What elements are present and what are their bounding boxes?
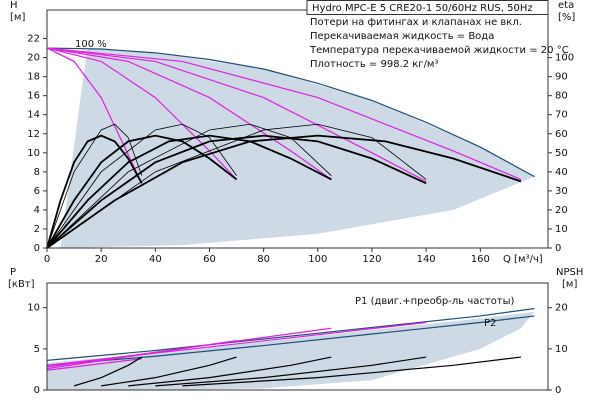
y-tick-label: 8 [34,167,40,178]
curve [46,123,143,249]
note: Температура перекачиваемой жидкости = 20… [309,45,569,56]
curve [46,307,535,361]
y-tick-label: 14 [27,110,40,121]
curve [46,123,237,249]
y-tick-label: 22 [27,34,40,45]
curve [46,134,427,249]
x-tick-label: 100 [308,254,327,265]
y-tick-label: 16 [27,91,40,102]
x-tick-label: 80 [257,254,270,265]
x-tick-label: 20 [95,254,108,265]
annotation: P2 [484,318,496,329]
curve [155,356,427,387]
y-tick-label: 10 [27,148,40,159]
y2-tick-label: 100 [555,53,574,64]
note: Перекачиваемая жидкость = Вода [310,31,494,42]
curve [128,356,332,387]
y2-axis-label: eta [558,0,574,11]
curve [46,47,143,184]
y-tick-label: 10 [27,303,40,314]
curve [46,47,535,178]
y-axis-label: [м] [10,12,25,23]
note: Потери на фитингах и клапанах не вкл. [310,17,522,28]
plot-frame [46,282,549,391]
y2-tick-label: 0 [555,243,561,254]
y2-tick-label: 90 [555,72,568,83]
note: Плотность = 998.2 кг/м³ [310,59,439,70]
annotation: 100 % [75,39,107,50]
curve [101,356,237,387]
y2-tick-label: 20 [555,205,568,216]
y2-tick-label: 60 [555,129,568,140]
curve [46,134,332,249]
y-axis-label: P [10,267,16,278]
title-box [306,0,549,15]
y2-axis-label: [%] [558,12,575,23]
y2-tick-label: 30 [555,186,568,197]
y2-tick-label: 10 [555,224,568,235]
y-tick-label: 0 [34,385,40,396]
y-tick-label: 20 [27,53,40,64]
operating-area [47,311,535,390]
y-tick-label: 2 [34,224,40,235]
curve [46,123,332,249]
y2-tick-label: 0 [555,385,561,396]
x-tick-label: 140 [417,254,436,265]
annotation: P1 (двиг.+преобр-ль частоты) [355,296,515,307]
curve [46,47,332,180]
curve [182,356,521,387]
y-axis-label: H [10,0,18,11]
x-tick-label: 40 [149,254,162,265]
y2-tick-label: 50 [555,148,568,159]
x-axis-label: Q [м³/ч] [503,254,543,265]
y2-tick-label: 40 [555,167,568,178]
y-tick-label: 18 [27,72,40,83]
y-tick-label: 5 [34,344,40,355]
y2-tick-label: 20 [555,303,568,314]
curve [46,47,238,180]
y-axis-label: [кВт] [8,279,35,290]
curve [46,134,143,249]
y2-tick-label: 70 [555,110,568,121]
curve [46,358,142,371]
x-tick-label: 60 [203,254,216,265]
curve [46,134,522,249]
plot-frame [46,9,549,249]
chart-title: Hydro MPC-E 5 CRE20-1 50/60Hz RUS, 50Hz [312,3,533,14]
curve [46,47,427,182]
x-tick-label: 120 [362,254,381,265]
y2-tick-label: 10 [555,344,568,355]
curve [46,321,427,366]
y-tick-label: 12 [27,129,40,140]
curve [46,47,522,181]
y-tick-label: 4 [34,205,40,216]
curve [46,315,535,366]
y-tick-label: 0 [34,243,40,254]
x-tick-label: 160 [471,254,490,265]
operating-area [60,48,535,248]
y2-axis-label: NPSH [556,267,583,278]
y2-tick-label: 80 [555,91,568,102]
curve [46,123,427,249]
y-tick-label: 6 [34,186,40,197]
curve [73,356,143,387]
y2-axis-label: [м] [562,279,577,290]
x-tick-label: 0 [44,254,50,265]
